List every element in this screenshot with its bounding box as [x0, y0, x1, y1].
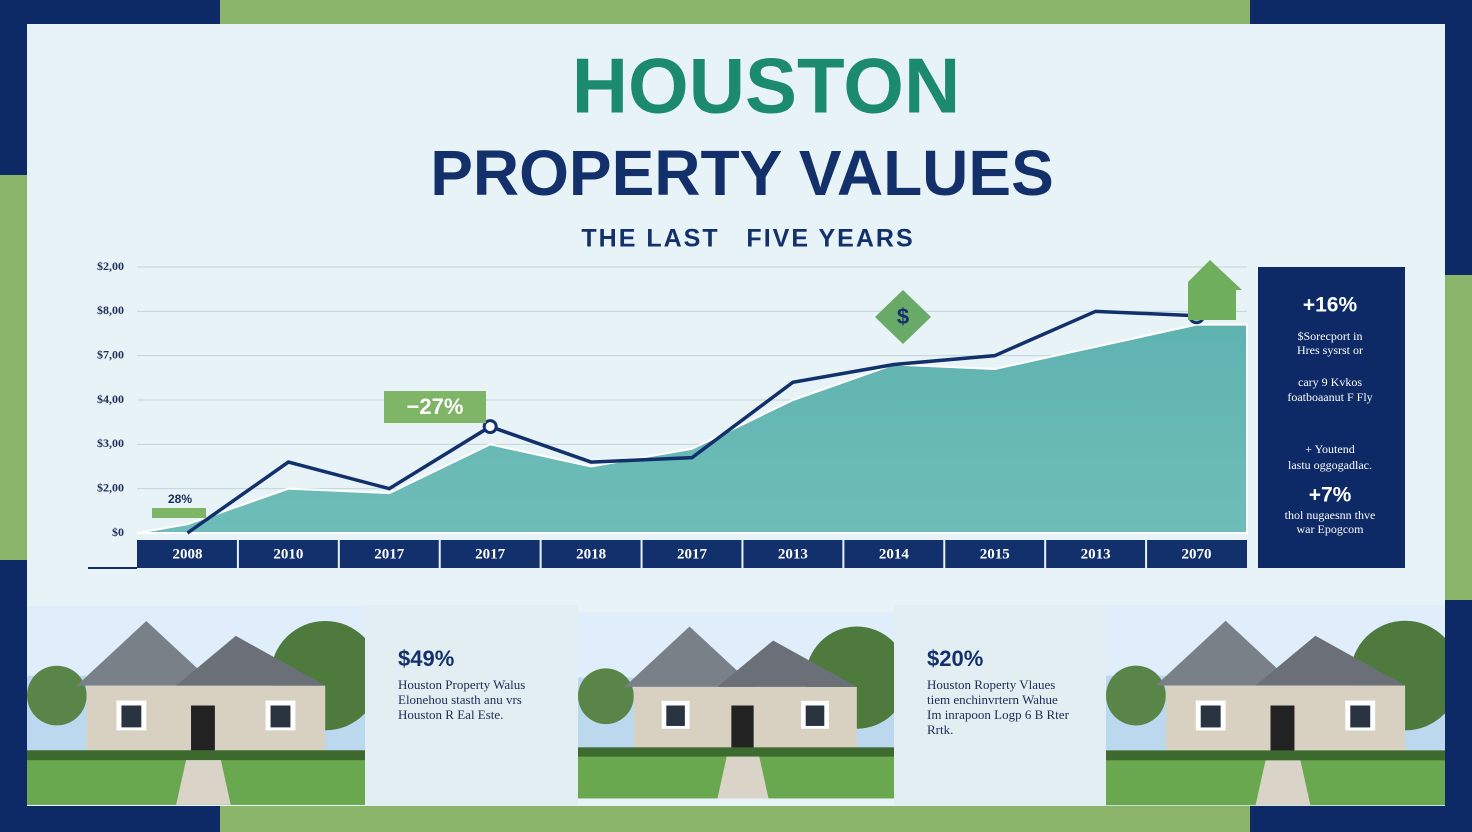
- card-line: Rrtk.: [927, 722, 953, 737]
- x-tick-label: 2018: [576, 546, 606, 562]
- y-tick-label: $8,00: [97, 303, 124, 317]
- y-tick-label: $4,00: [97, 392, 124, 406]
- side-line: lastu oggogadlac.: [1288, 458, 1372, 472]
- house-photo: [578, 612, 894, 799]
- x-tick-label: 2010: [273, 546, 303, 562]
- annotation: −27%: [407, 394, 464, 419]
- side-line: cary 9 Kvkos: [1298, 375, 1362, 389]
- side-line: war Epogcom: [1297, 522, 1365, 536]
- side-stat: +7%: [1309, 484, 1352, 507]
- title: HOUSTON: [572, 42, 961, 130]
- side-line: + Youtend: [1305, 442, 1354, 456]
- side-line: Hres sysrst or: [1297, 343, 1363, 357]
- card: [894, 605, 1106, 806]
- y-tick-label: $7,00: [97, 347, 124, 361]
- card-value: $20%: [927, 646, 983, 671]
- y-tick-label: $0: [112, 525, 124, 539]
- area: [136, 323, 1248, 534]
- y-tick-label: $2,00: [97, 259, 124, 273]
- card-line: Houston Roperty Vlaues: [927, 677, 1055, 692]
- card: [365, 605, 578, 806]
- annotation-diamond: [875, 290, 931, 344]
- side-line: foatboaanut F Fly: [1287, 390, 1372, 404]
- card-line: Houston Property Walus: [398, 677, 525, 692]
- house-photo: [27, 606, 365, 805]
- card-line: Houston R Eal Este.: [398, 707, 503, 722]
- side-line: thol nugaesnn thve: [1285, 508, 1376, 522]
- x-tick-label: 2008: [172, 546, 202, 562]
- y-tick-label: $3,00: [97, 436, 124, 450]
- card-line: Elonehou stasth anu vrs: [398, 692, 522, 707]
- line: [186, 309, 1197, 535]
- annotation: $: [897, 304, 909, 329]
- x-tick-label: 2017: [677, 546, 708, 562]
- annotation-box: [152, 508, 206, 518]
- x-tick-label: 2070: [1182, 546, 1212, 562]
- side-stat: +16%: [1303, 294, 1358, 317]
- card-line: Im inrapoon Logp 6 B Rter: [927, 707, 1070, 722]
- x-tick-label: 2015: [980, 546, 1010, 562]
- card-value: $49%: [398, 646, 454, 671]
- point: [482, 419, 498, 435]
- x-tick-label: 2013: [1081, 546, 1111, 562]
- annotation: 28%: [168, 492, 192, 506]
- x-tick-label: 2017: [374, 546, 405, 562]
- side-line: $Sorecport in: [1298, 329, 1363, 343]
- y-tick-label: $2,00: [97, 480, 124, 494]
- x-tick-label: 2017: [475, 546, 506, 562]
- caption: THE LAST FIVE YEARS: [581, 225, 914, 253]
- side-panel: [1258, 267, 1405, 568]
- card-line: tiem enchinvrtern Wahue: [927, 692, 1058, 707]
- x-tick-label: 2014: [879, 546, 910, 562]
- x-tick-label: 2013: [778, 546, 808, 562]
- annotation-box: [384, 391, 486, 423]
- house-photo: [1106, 605, 1445, 806]
- plot: $0 $2,00 $3,00 $4,00 $7,00 $8,00 $2,00 2008 2010…: [88, 259, 1248, 569]
- subtitle: PROPERTY VALUES: [430, 137, 1054, 209]
- house-icon: [1188, 260, 1242, 320]
- category-bar: [137, 540, 1247, 568]
